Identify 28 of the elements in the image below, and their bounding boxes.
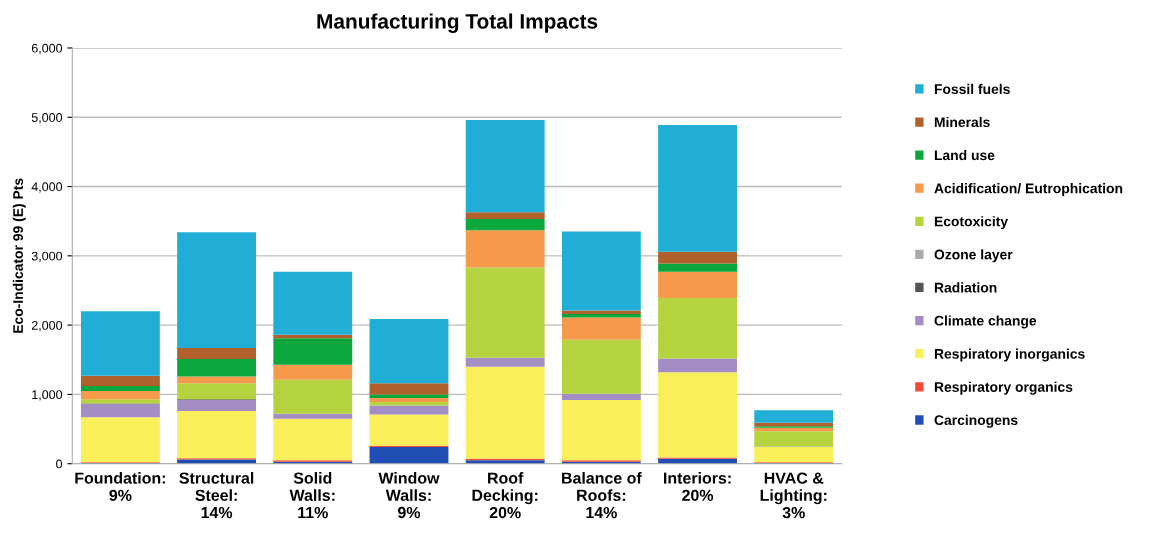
legend-label: Respiratory organics xyxy=(934,381,1073,395)
y-tick-label: 1,000 xyxy=(32,390,63,401)
x-tick-label: HVAC & Lighting: 3% xyxy=(760,472,827,519)
y-tick-label: 5,000 xyxy=(31,113,63,124)
x-tick-label: Roof Decking: 20% xyxy=(472,472,538,519)
x-tick-label: Solid Walls: 11% xyxy=(289,472,335,519)
x-tick-label: Balance of Roofs: 14% xyxy=(562,472,642,519)
legend-label: Fossil fuels xyxy=(934,83,1010,95)
y-tick-label: 2,000 xyxy=(31,320,63,332)
y-tick-label: 0 xyxy=(56,459,63,469)
legend-label: Ecotoxicity xyxy=(934,216,1008,230)
y-tick-label: 6,000 xyxy=(31,43,63,55)
x-tick-label: Interiors: 20% xyxy=(664,472,731,501)
legend-label: Climate change xyxy=(934,315,1037,329)
x-tick-label: Window Walls: 9% xyxy=(378,472,440,519)
x-tick-label: Structural Steel: 14% xyxy=(179,472,254,519)
legend-label: Land use xyxy=(934,149,995,161)
legend-label: Acidification/ Eutrophication xyxy=(934,183,1123,197)
legend-label: Respiratory inorganics xyxy=(934,348,1085,362)
y-axis-title: Eco-Indicator 99 (E) Pts xyxy=(12,178,26,333)
legend-label: Ozone layer xyxy=(934,249,1013,263)
chart-title: Manufacturing Total Impacts xyxy=(317,13,598,33)
legend-label: Radiation xyxy=(934,282,997,293)
y-tick-label: 3,000 xyxy=(31,251,63,262)
legend-label: Minerals xyxy=(934,116,990,128)
x-tick-label: Foundation: 9% xyxy=(75,472,165,501)
y-tick-label: 4,000 xyxy=(31,182,63,193)
legend-label: Carcinogens xyxy=(934,414,1018,428)
